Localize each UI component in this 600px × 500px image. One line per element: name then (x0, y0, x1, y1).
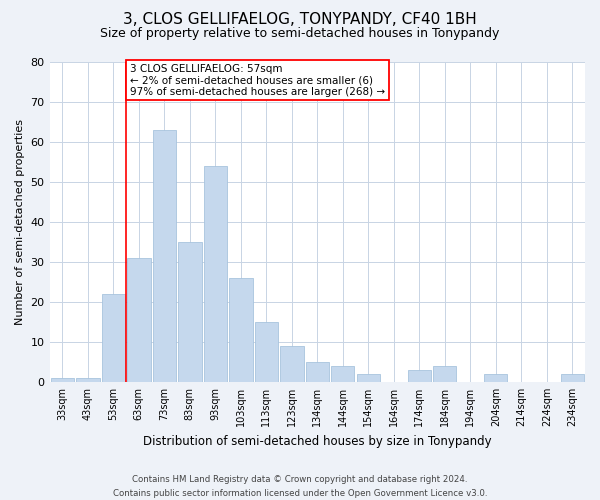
Bar (229, 278, 253, 382)
Bar (560, 374, 584, 382)
Bar (203, 166, 227, 382)
Text: 3, CLOS GELLIFAELOG, TONYPANDY, CF40 1BH: 3, CLOS GELLIFAELOG, TONYPANDY, CF40 1BH (123, 12, 477, 28)
Bar (178, 242, 202, 382)
Text: Contains HM Land Registry data © Crown copyright and database right 2024.
Contai: Contains HM Land Registry data © Crown c… (113, 476, 487, 498)
Text: Size of property relative to semi-detached houses in Tonypandy: Size of property relative to semi-detach… (100, 28, 500, 40)
Bar (152, 130, 176, 382)
Bar (484, 374, 508, 382)
Bar (101, 294, 125, 382)
Bar (433, 366, 457, 382)
Bar (280, 346, 304, 382)
Y-axis label: Number of semi-detached properties: Number of semi-detached properties (15, 118, 25, 324)
Bar (76, 378, 100, 382)
Bar (254, 322, 278, 382)
Text: 3 CLOS GELLIFAELOG: 57sqm
← 2% of semi-detached houses are smaller (6)
97% of se: 3 CLOS GELLIFAELOG: 57sqm ← 2% of semi-d… (130, 64, 385, 96)
Bar (50, 378, 74, 382)
Bar (331, 366, 355, 382)
X-axis label: Distribution of semi-detached houses by size in Tonypandy: Distribution of semi-detached houses by … (143, 434, 491, 448)
Bar (127, 258, 151, 382)
Bar (407, 370, 431, 382)
Bar (305, 362, 329, 382)
Bar (356, 374, 380, 382)
